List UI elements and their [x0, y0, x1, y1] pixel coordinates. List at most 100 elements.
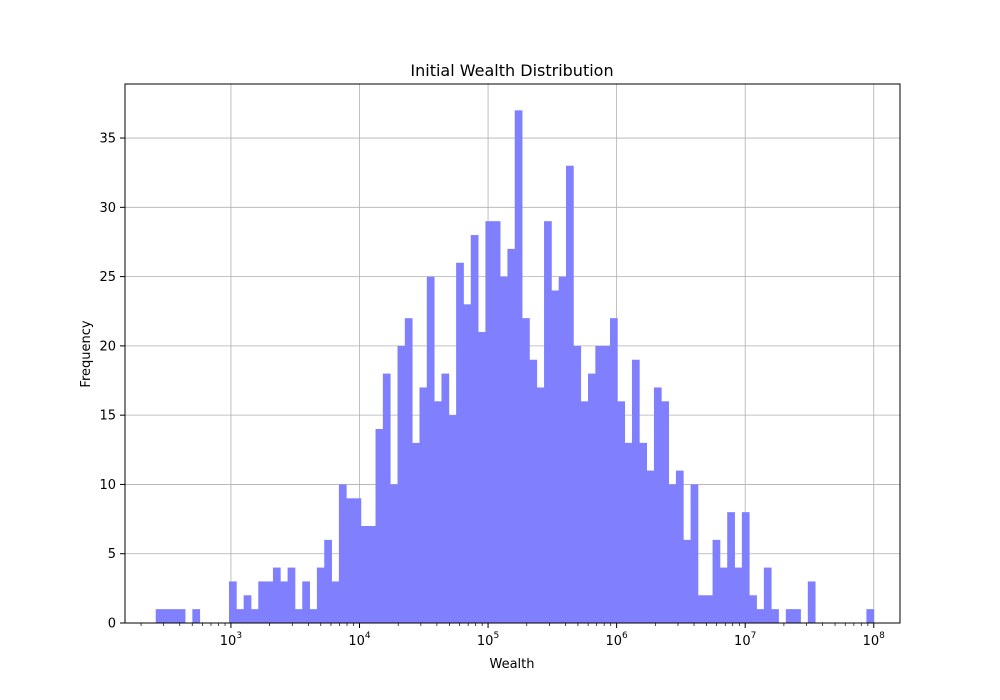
x-tick-exponent: 3 [236, 631, 242, 641]
histogram-bar [566, 165, 574, 623]
y-tick-label: 35 [99, 132, 116, 147]
histogram-bar [661, 401, 669, 623]
histogram-bar [485, 221, 494, 623]
x-tick-label: 108 [863, 631, 886, 649]
x-tick-base: 10 [348, 634, 365, 649]
histogram-bar [507, 248, 516, 623]
histogram-bar [338, 484, 347, 623]
histogram-bar [412, 442, 420, 623]
histogram-bar [470, 235, 479, 623]
histogram-bar [309, 609, 318, 623]
histogram-bar [324, 539, 332, 623]
histogram-bar [734, 567, 743, 623]
histogram-bar [492, 221, 501, 623]
histogram-bar [536, 387, 545, 623]
x-tick-exponent: 5 [493, 631, 499, 641]
histogram-bar [397, 345, 406, 623]
histogram-bar [404, 318, 413, 623]
y-axis-label: Frequency [79, 320, 94, 387]
histogram-bar [631, 359, 640, 623]
histogram-bar [653, 387, 662, 623]
histogram-bar [419, 387, 428, 623]
histogram-bar [177, 609, 186, 623]
histogram-bar [697, 595, 706, 623]
x-tick-exponent: 7 [751, 631, 757, 641]
histogram-bar [426, 276, 435, 623]
histogram-bar [646, 470, 655, 623]
histogram-bar [756, 609, 765, 623]
x-tick-label: 105 [477, 631, 499, 649]
y-tick-label: 5 [108, 547, 116, 562]
histogram-bar [602, 345, 611, 623]
x-tick-base: 10 [863, 634, 880, 649]
histogram-bar [749, 595, 757, 623]
histogram-bar [580, 401, 589, 623]
histogram-bar [639, 442, 648, 623]
histogram-bar [478, 332, 486, 623]
histogram-bar [243, 595, 252, 623]
histogram-bar [265, 581, 274, 623]
histogram-bar [170, 609, 179, 623]
x-tick-base: 10 [734, 634, 751, 649]
histogram-bar [250, 609, 259, 623]
histogram-bar [390, 484, 398, 623]
histogram-bar [382, 373, 391, 623]
histogram-bar [712, 539, 721, 623]
histogram-bar [741, 512, 750, 623]
histogram-bar [793, 609, 801, 623]
histogram-bar [544, 221, 552, 623]
histogram-bar [719, 567, 728, 623]
histogram-bar [302, 581, 310, 623]
histogram-bar [434, 401, 442, 623]
histogram-bar [448, 415, 457, 623]
plot-frame [124, 83, 901, 624]
histogram-bar [228, 581, 237, 623]
histogram-bar [287, 567, 296, 623]
histogram-bar [624, 442, 633, 623]
histogram-bar [331, 581, 340, 623]
histogram-bar [763, 567, 772, 623]
histogram-bar [368, 526, 376, 623]
histogram-bar [192, 609, 201, 623]
histogram-bar [866, 609, 875, 623]
histogram-bar [155, 609, 164, 623]
histogram-bar [551, 290, 560, 623]
histogram-bar [558, 276, 567, 623]
y-axis-ticks: 0 5 10 15 20 25 30 35 [99, 132, 125, 632]
x-tick-base: 10 [220, 634, 237, 649]
histogram-bar [163, 609, 171, 623]
histogram-bar [529, 359, 538, 623]
histogram-bar [683, 539, 691, 623]
x-tick-exponent: 6 [622, 631, 628, 641]
histogram-bar [522, 318, 530, 623]
x-tick-label: 106 [605, 631, 628, 649]
x-axis-label: Wealth [489, 657, 534, 672]
histogram-bar [500, 276, 508, 623]
histogram-bar [360, 526, 369, 623]
y-tick-label: 30 [99, 201, 116, 216]
histogram-bar [514, 110, 523, 623]
histogram-bar [346, 498, 354, 623]
x-tick-label: 104 [348, 631, 371, 649]
histogram-bar [588, 373, 596, 623]
histogram-bar [609, 318, 618, 623]
x-tick-label: 107 [734, 631, 756, 649]
y-tick-label: 25 [99, 270, 116, 285]
histogram-bar [294, 609, 303, 623]
histogram-bar [807, 581, 816, 623]
y-tick-label: 20 [99, 339, 116, 354]
x-axis-ticks: 103 104 105 106 107 108 [140, 623, 886, 649]
histogram-bars [155, 110, 875, 623]
histogram-bar [463, 304, 472, 623]
histogram-bar [272, 567, 281, 623]
y-tick-label: 10 [99, 478, 116, 493]
x-tick-base: 10 [605, 634, 622, 649]
histogram-bar [675, 470, 684, 623]
histogram-bar [727, 512, 735, 623]
histogram-bar [258, 581, 267, 623]
histogram-bar [353, 498, 362, 623]
histogram-bar [441, 373, 450, 623]
histogram-bar [771, 609, 779, 623]
y-tick-label: 15 [99, 409, 116, 424]
